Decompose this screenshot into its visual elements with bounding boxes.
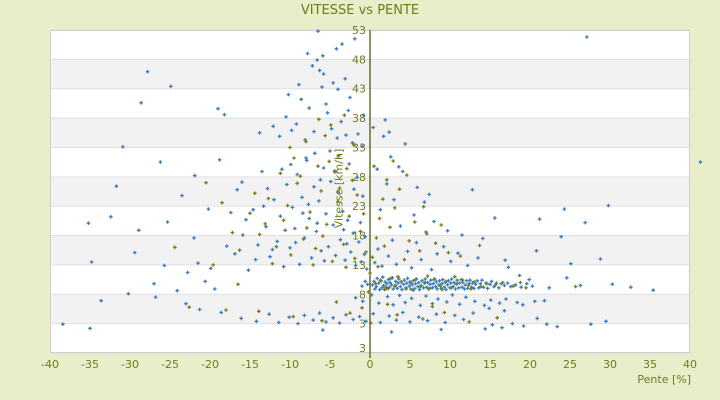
svg-text:43: 43 — [352, 83, 366, 96]
svg-text:-15: -15 — [241, 358, 259, 371]
svg-text:48: 48 — [352, 53, 366, 66]
x-tick-labels: -40 -35 -30 -25 -20 -15 -10 -5 0 5 10 15 20 25 30 35 40 — [41, 358, 697, 371]
series-2-points — [173, 113, 578, 325]
svg-text:15: 15 — [483, 358, 497, 371]
data-point-marks — [173, 113, 578, 325]
svg-text:40: 40 — [683, 358, 697, 371]
x-axis-title: Pente [%] — [637, 373, 691, 386]
svg-text:25: 25 — [563, 358, 577, 371]
svg-text:0: 0 — [367, 358, 374, 371]
svg-text:-35: -35 — [81, 358, 99, 371]
svg-text:35: 35 — [643, 358, 657, 371]
svg-text:-25: -25 — [161, 358, 179, 371]
y-axis-title: Vitesse [km/h] — [332, 148, 346, 229]
svg-text:8: 8 — [359, 288, 366, 301]
svg-text:30: 30 — [603, 358, 617, 371]
svg-text:20: 20 — [523, 358, 537, 371]
svg-text:10: 10 — [443, 358, 457, 371]
series-1-points — [61, 29, 703, 334]
svg-text:5: 5 — [407, 358, 414, 371]
svg-text:-10: -10 — [281, 358, 299, 371]
svg-text:-5: -5 — [325, 358, 336, 371]
svg-text:3: 3 — [359, 342, 366, 355]
svg-text:3: 3 — [359, 318, 366, 331]
svg-text:53: 53 — [352, 24, 366, 37]
chart-title: VITESSE vs PENTE — [300, 3, 420, 18]
svg-text:-40: -40 — [41, 358, 59, 371]
svg-text:23: 23 — [352, 200, 366, 213]
svg-text:18: 18 — [352, 230, 366, 243]
data-point-marks — [61, 29, 703, 334]
svg-text:-20: -20 — [201, 358, 219, 371]
svg-text:-30: -30 — [121, 358, 139, 371]
